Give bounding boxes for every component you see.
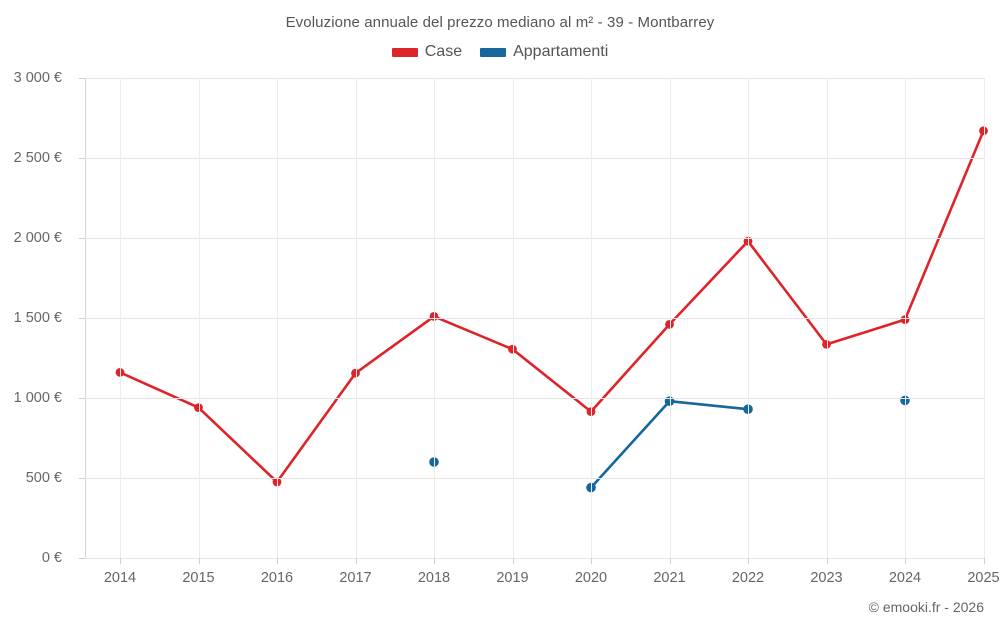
x-axis-label: 2020: [574, 570, 608, 586]
y-axis-label: 0 €: [41, 550, 62, 566]
x-axis-tick: [905, 558, 906, 564]
y-gridline: [85, 78, 985, 79]
y-axis-label: 2 000 €: [13, 230, 62, 246]
data-point[interactable]: [900, 315, 910, 324]
x-axis-label: 2022: [731, 570, 765, 586]
x-gridline: [591, 78, 592, 558]
x-gridline: [983, 78, 985, 558]
x-axis-tick: [434, 558, 435, 564]
x-axis-label: 2014: [103, 570, 137, 586]
x-axis-label: 2017: [339, 570, 372, 586]
chart-legend: Case Appartamenti: [0, 43, 1000, 61]
x-axis-tick: [120, 558, 121, 564]
x-axis-label: 2015: [182, 570, 215, 586]
data-point[interactable]: [822, 340, 831, 349]
x-axis-label: 2021: [653, 570, 686, 586]
plot-area: 0 € 500 € 1 000 € 1 500 € 2 000 € 2 500 € 3 00…: [14, 70, 1000, 586]
y-axis-tick: [79, 158, 85, 159]
legend-swatch-case: [391, 47, 418, 57]
x-gridline: [512, 78, 514, 558]
y-gridline: [85, 238, 985, 239]
data-point[interactable]: [743, 236, 753, 246]
legend-label-case: Case: [424, 43, 463, 60]
x-axis-tick: [669, 558, 671, 564]
x-axis-label: 2018: [417, 570, 451, 586]
chart-title: Evoluzione annuale del prezzo mediano al…: [285, 14, 715, 31]
y-gridline: [85, 318, 985, 319]
y-axis-label: 1 000 €: [13, 390, 62, 406]
x-gridline: [198, 78, 200, 558]
x-gridline: [434, 78, 435, 558]
x-gridline: [120, 78, 121, 558]
x-axis-tick: [277, 558, 278, 564]
y-axis-tick: [79, 318, 85, 319]
y-axis-tick: [79, 478, 85, 479]
legend-item-case[interactable]: Case: [391, 43, 463, 61]
y-axis-label: 3 000 €: [13, 70, 62, 86]
y-axis-tick: [79, 558, 85, 559]
legend-swatch-appartamenti: [480, 47, 507, 57]
y-axis-label: 2 500 €: [13, 150, 62, 166]
x-axis-tick: [198, 558, 200, 564]
data-point[interactable]: [665, 320, 674, 329]
x-axis-label: 2019: [496, 570, 529, 586]
y-axis-label: 1 500 €: [13, 310, 62, 326]
y-axis-tick: [79, 398, 85, 399]
y-axis-tick: [79, 238, 85, 239]
x-gridline: [748, 78, 749, 558]
x-axis-label: 2016: [260, 570, 294, 586]
data-point[interactable]: [979, 126, 988, 136]
x-gridline: [669, 78, 671, 558]
y-axis-label: 500 €: [25, 470, 62, 486]
y-gridline: [85, 398, 985, 399]
x-axis-label: 2023: [810, 570, 843, 586]
x-gridline: [905, 78, 906, 558]
x-axis-label: 2025: [967, 570, 1000, 586]
y-gridline: [85, 478, 985, 479]
x-axis-label: 2024: [888, 570, 922, 586]
x-axis-tick: [748, 558, 749, 564]
x-axis-tick: [512, 558, 514, 564]
x-axis-tick: [983, 558, 985, 564]
series-line-case: [118, 129, 985, 484]
x-gridline: [355, 78, 357, 558]
y-gridline: [85, 558, 985, 559]
y-axis-tick: [79, 78, 85, 79]
legend-label-appartamenti: Appartamenti: [513, 43, 609, 60]
copyright-credit: © emooki.fr - 2026: [868, 599, 984, 615]
legend-item-appartamenti[interactable]: Appartamenti: [480, 43, 608, 61]
x-axis-tick: [826, 558, 828, 564]
x-axis-tick: [355, 558, 357, 564]
x-gridline: [277, 78, 278, 558]
y-gridline: [85, 158, 985, 159]
x-axis-tick: [591, 558, 592, 564]
x-gridline: [826, 78, 828, 558]
